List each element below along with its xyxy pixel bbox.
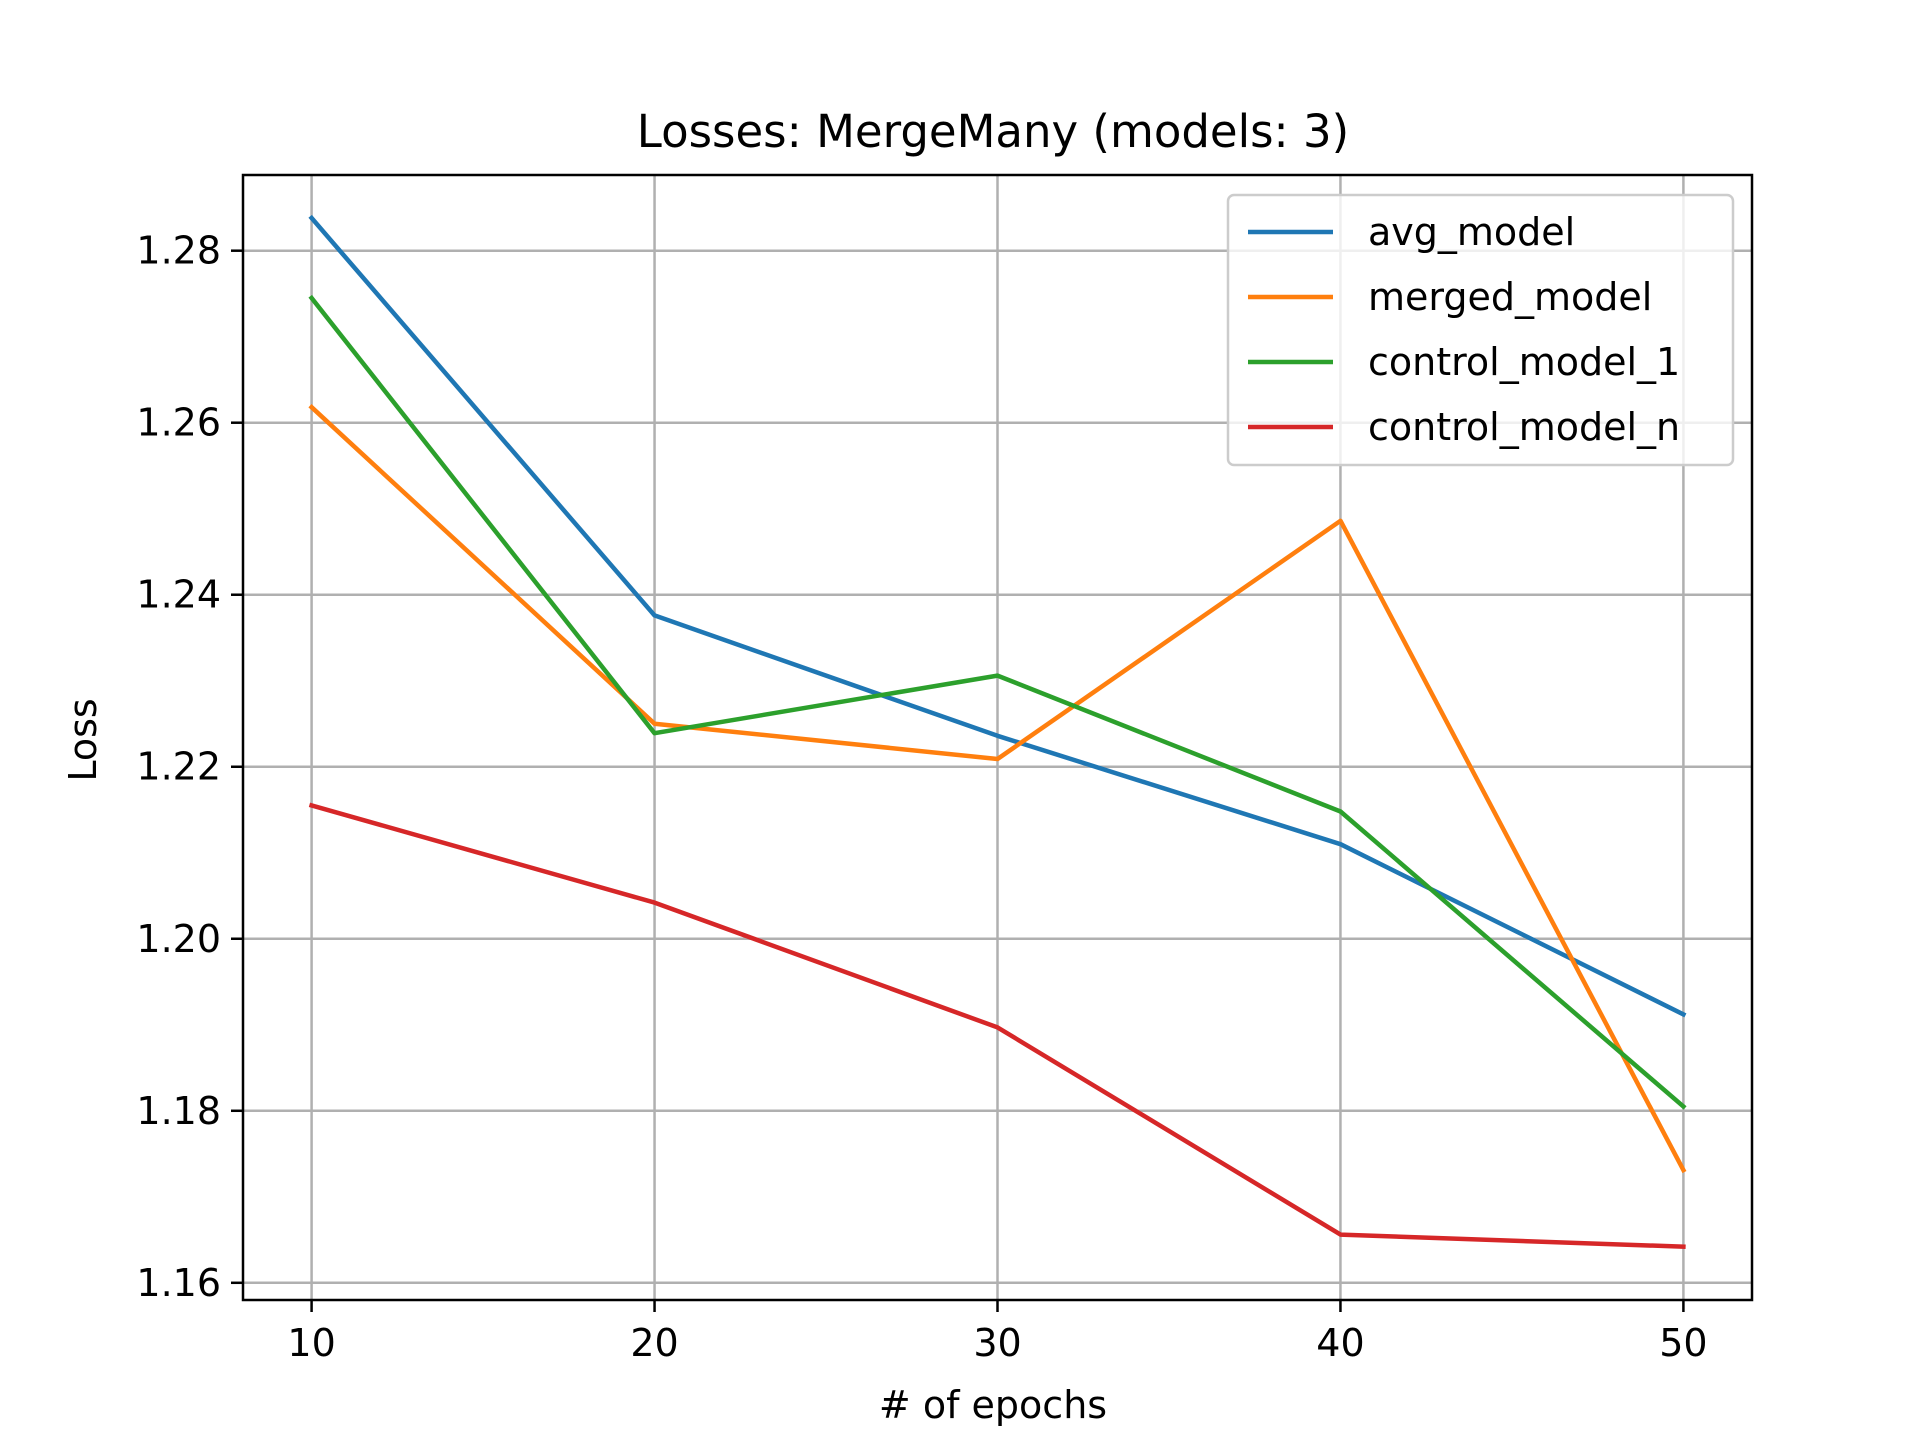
- x-tick-label: 40: [1316, 1321, 1364, 1365]
- series-line-avg-model: [308, 214, 1687, 1018]
- legend: avg_model merged_model control_model_1cont…: [1226, 193, 1735, 467]
- y-tick-label: 1.26: [136, 401, 221, 445]
- y-tick-label: 1.28: [136, 229, 221, 273]
- y-tick-label: 1.16: [136, 1261, 221, 1305]
- legend-label: avg_model: [1368, 210, 1575, 254]
- legend-label: merged_model: [1368, 275, 1652, 319]
- y-tick-label: 1.22: [136, 745, 221, 789]
- y-tick-label: 1.18: [136, 1089, 221, 1133]
- x-tick-label: 50: [1659, 1321, 1707, 1365]
- x-tick-label: 20: [630, 1321, 678, 1365]
- axis-ticks: 10 20 30 40 50 1.16 1.18 1.20 1.22 1.24 1.26 1.28: [136, 229, 1707, 1365]
- chart-title: Losses: MergeMany (models: 3): [637, 105, 1349, 158]
- x-tick-label: 10: [287, 1321, 335, 1365]
- x-axis-label: # of epochs: [879, 1383, 1107, 1427]
- series-line-control-model-1: [308, 294, 1687, 1110]
- series-lines: [308, 214, 1687, 1250]
- legend-label: control_model_n: [1368, 405, 1680, 449]
- series-line-control-model-n: [308, 802, 1686, 1250]
- series-line-merged-model: [308, 404, 1687, 1174]
- legend-label: control_model_1: [1368, 340, 1680, 384]
- y-tick-label: 1.20: [136, 917, 221, 961]
- y-tick-label: 1.24: [136, 573, 221, 617]
- legend-box: [1226, 193, 1735, 467]
- x-tick-label: 30: [973, 1321, 1021, 1365]
- y-axis-label: Loss: [61, 698, 105, 781]
